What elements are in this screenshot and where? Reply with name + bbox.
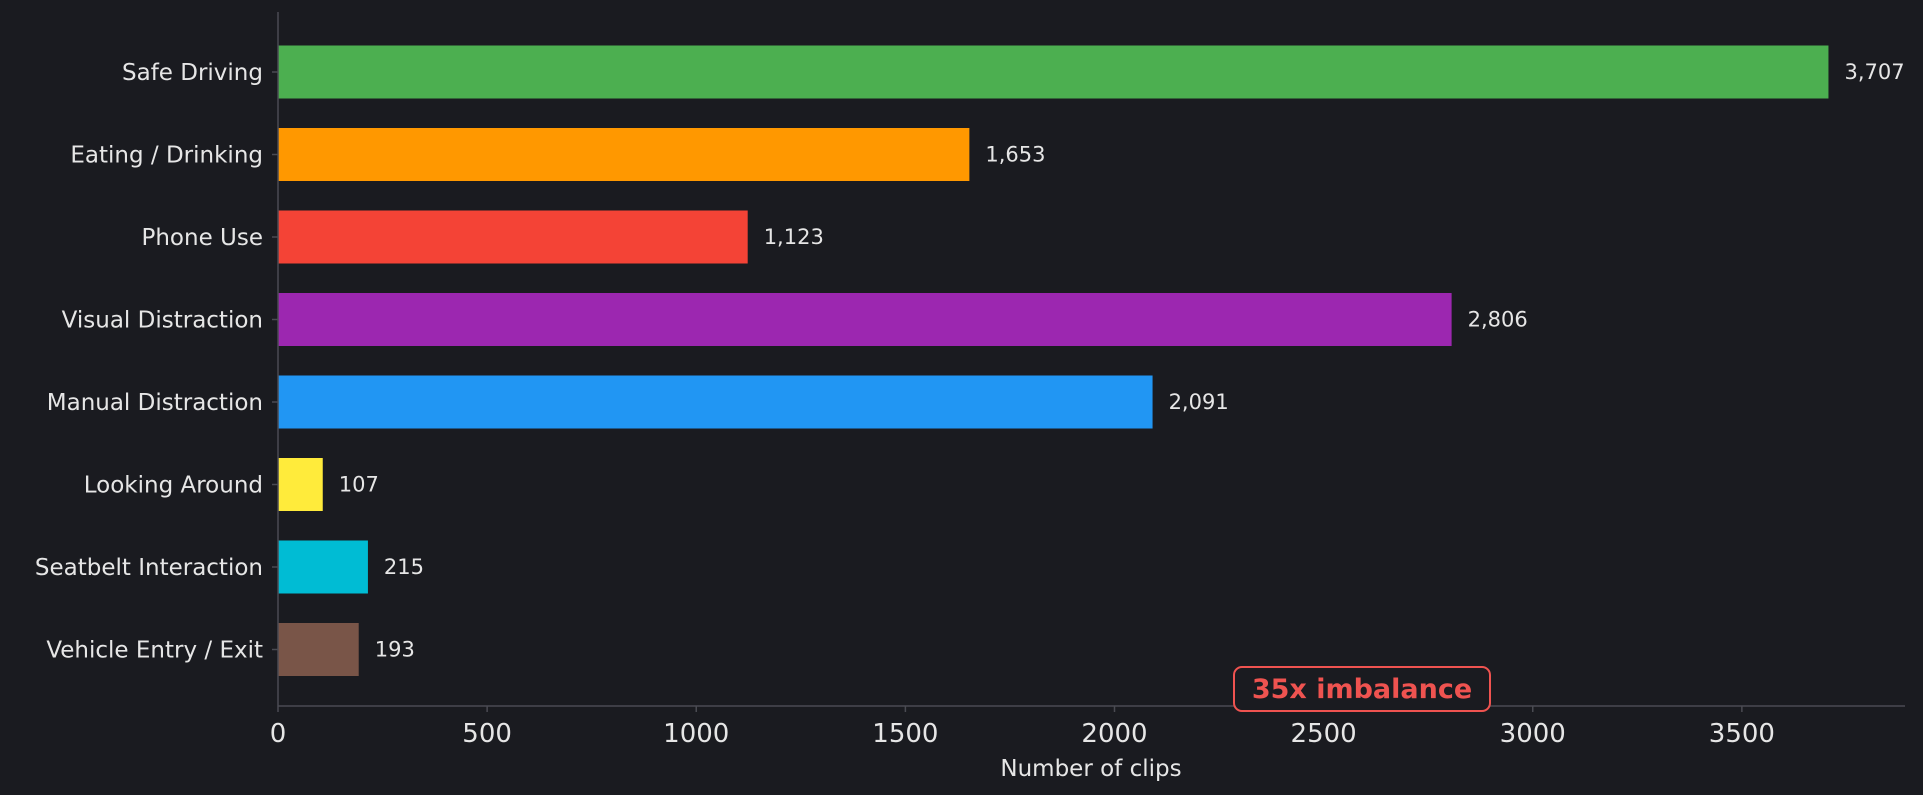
value-label: 2,806 bbox=[1468, 308, 1528, 332]
x-tick-label: 1000 bbox=[663, 719, 729, 749]
category-label: Phone Use bbox=[141, 225, 263, 251]
annotation-box bbox=[1233, 666, 1491, 712]
labels-layer: 3,707 Safe Driving 1,653 Eating / Drinking 1… bbox=[35, 60, 1905, 749]
x-tick-label: 1500 bbox=[872, 719, 938, 749]
value-label: 193 bbox=[375, 638, 415, 662]
value-label: 107 bbox=[339, 473, 379, 497]
x-tick-label: 3000 bbox=[1500, 719, 1566, 749]
x-tick-label: 2000 bbox=[1081, 719, 1147, 749]
bar-manual-distraction bbox=[278, 375, 1153, 429]
imbalance-annotation: 35x imbalance bbox=[1233, 666, 1491, 712]
bar-phone-use bbox=[278, 210, 748, 264]
x-tick-label: 2500 bbox=[1291, 719, 1357, 749]
value-label: 1,123 bbox=[764, 225, 824, 249]
category-label: Visual Distraction bbox=[62, 308, 263, 334]
value-label: 1,653 bbox=[985, 143, 1045, 167]
bar-vehicle-entry-exit bbox=[278, 623, 359, 676]
axes-layer bbox=[272, 12, 1905, 712]
bar-visual-distraction bbox=[278, 293, 1452, 346]
category-label: Seatbelt Interaction bbox=[35, 555, 263, 581]
category-label: Looking Around bbox=[84, 473, 263, 499]
annotation-text: 35x imbalance bbox=[1252, 674, 1472, 705]
x-axis-title: Number of clips bbox=[1000, 756, 1181, 782]
bar-safe-driving bbox=[278, 45, 1829, 99]
category-label: Manual Distraction bbox=[47, 390, 263, 416]
value-label: 2,091 bbox=[1169, 390, 1229, 414]
category-label: Safe Driving bbox=[122, 60, 263, 86]
category-label: Eating / Drinking bbox=[70, 143, 263, 169]
bar-seatbelt-interaction bbox=[278, 540, 368, 594]
bars-layer bbox=[278, 45, 1829, 676]
x-tick-label: 0 bbox=[270, 719, 287, 749]
value-label: 3,707 bbox=[1844, 60, 1904, 84]
category-label: Vehicle Entry / Exit bbox=[46, 638, 263, 664]
value-label: 215 bbox=[384, 555, 424, 579]
bar-looking-around bbox=[278, 458, 323, 511]
x-tick-label: 3500 bbox=[1709, 719, 1775, 749]
bar-eating-drinking bbox=[278, 128, 970, 181]
x-tick-label: 500 bbox=[462, 719, 512, 749]
